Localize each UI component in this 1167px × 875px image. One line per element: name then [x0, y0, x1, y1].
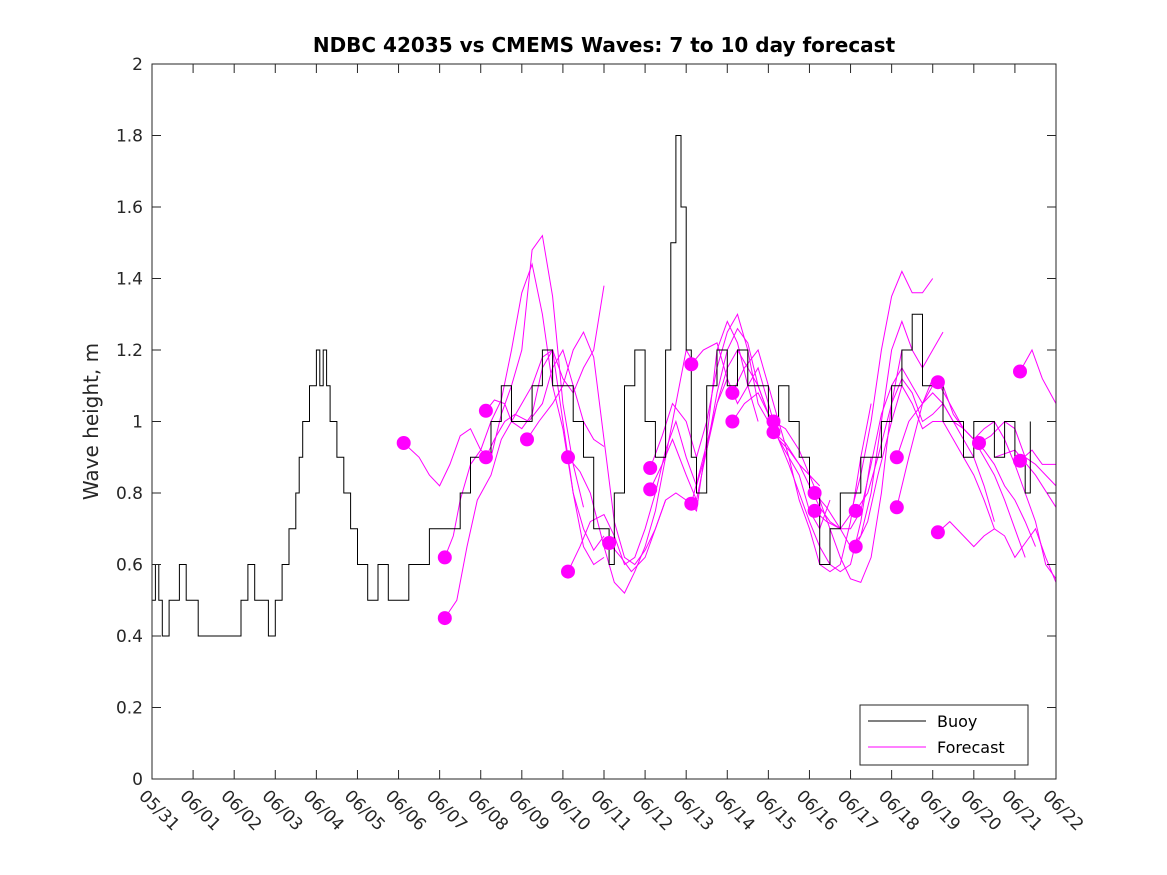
forecast-start-marker	[396, 436, 411, 450]
y-tick-label: 1.4	[116, 270, 143, 290]
forecast-series-line	[1019, 348, 1057, 404]
forecast-start-marker	[889, 500, 904, 515]
forecast-start-marker	[437, 550, 452, 565]
forecast-start-marker	[848, 539, 863, 554]
plot-area	[151, 63, 1057, 780]
y-tick-label: 2	[132, 55, 143, 75]
y-axis: 0 0.2 0.4 0.6 0.8 1 1.2 1.4 1.6 1.8 2	[116, 55, 1056, 790]
y-axis-label: Wave height, m	[79, 343, 103, 500]
y-tick-label: 0.6	[116, 556, 143, 576]
forecast-start-marker	[1013, 364, 1027, 379]
forecast-start-marker	[766, 414, 781, 429]
forecast-start-marker	[930, 375, 945, 390]
forecast-series-line	[1019, 449, 1056, 465]
y-tick-label: 0.4	[116, 627, 143, 647]
legend-buoy-label: Buoy	[937, 712, 977, 731]
forecast-start-marker	[725, 414, 740, 429]
y-tick-label: 0	[132, 770, 143, 790]
forecast-start-marker	[807, 486, 822, 500]
forecast-start-marker	[520, 432, 534, 447]
chart-title: NDBC 42035 vs CMEMS Waves: 7 to 10 day f…	[313, 33, 896, 57]
y-tick-label: 0.8	[116, 484, 143, 504]
forecast-series-line	[526, 330, 667, 566]
forecast-start-marker	[766, 425, 781, 440]
forecast-start-marker	[889, 450, 904, 465]
forecast-start-marker	[478, 403, 493, 418]
forecast-start-marker	[684, 357, 699, 372]
legend: Buoy Forecast	[859, 704, 1029, 766]
forecast-start-marker	[725, 385, 740, 400]
forecast-start-marker	[478, 450, 493, 465]
forecast-start-marker	[561, 564, 575, 579]
forecast-series-line	[855, 384, 995, 547]
forecast-series-line	[485, 348, 605, 458]
forecast-series-line	[444, 262, 605, 558]
y-tick-label: 0.2	[116, 699, 143, 719]
y-tick-label: 1.6	[116, 198, 143, 218]
forecast-start-marker	[972, 436, 986, 450]
forecast-start-marker	[684, 496, 699, 511]
forecast-start-marker	[1013, 453, 1027, 468]
forecast-series-line	[978, 420, 1057, 487]
forecast-series-line	[731, 392, 872, 573]
forecast-series-line	[773, 270, 934, 530]
legend-box	[859, 704, 1029, 766]
axes-background	[152, 64, 1056, 779]
forecast-start-marker	[807, 503, 822, 518]
y-tick-label: 1.2	[116, 341, 143, 361]
forecast-start-marker	[643, 482, 658, 497]
forecast-start-marker	[437, 611, 452, 626]
forecast-series-line	[567, 378, 728, 572]
forecast-start-marker	[643, 461, 658, 475]
y-tick-label: 1.8	[116, 127, 143, 147]
forecast-start-marker	[848, 503, 863, 518]
forecast-markers	[396, 357, 1027, 626]
forecast-series-line	[855, 377, 995, 522]
forecast-start-marker	[561, 450, 575, 465]
buoy-line-group	[152, 135, 1031, 637]
forecast-start-marker	[602, 536, 617, 550]
forecast-series-line	[937, 381, 1057, 580]
forecast-series-line	[444, 349, 605, 619]
forecast-start-marker	[930, 525, 945, 540]
forecast-series-line	[937, 520, 1057, 583]
legend-forecast-label: Forecast	[937, 738, 1005, 757]
y-tick-label: 1	[132, 413, 143, 433]
forecast-series-line	[567, 348, 697, 594]
buoy-series-line	[152, 135, 1031, 637]
